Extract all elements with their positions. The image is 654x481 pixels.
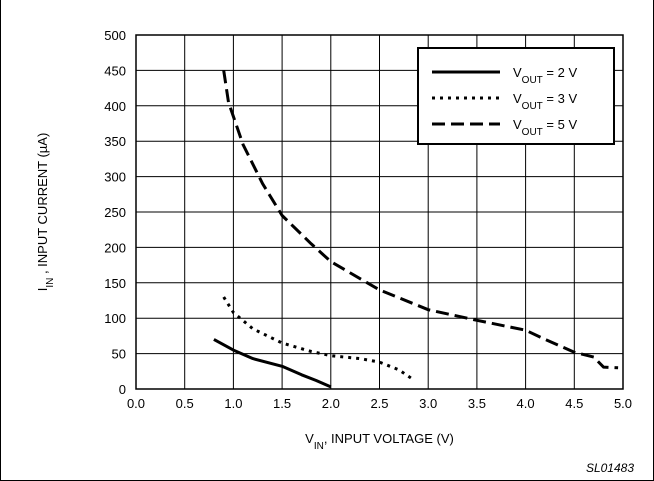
y-tick-label: 500 xyxy=(104,28,126,43)
x-tick-label: 1.0 xyxy=(224,396,242,411)
y-tick-label: 200 xyxy=(104,240,126,255)
y-tick-label: 350 xyxy=(104,134,126,149)
legend-box xyxy=(417,47,615,145)
series-line-1 xyxy=(213,338,332,389)
x-tick-label: 4.0 xyxy=(517,396,535,411)
legend-label-1: VOUT = 2 V xyxy=(513,65,577,86)
y-tick-label: 300 xyxy=(104,170,126,185)
y-tick-label: 250 xyxy=(104,205,126,220)
y-tick-label: 50 xyxy=(112,347,126,362)
legend-label-3: VOUT = 5 V xyxy=(513,117,577,138)
x-tick-label: 1.5 xyxy=(273,396,291,411)
x-tick-label: 5.0 xyxy=(614,396,632,411)
y-tick-label: 150 xyxy=(104,276,126,291)
x-tick-label: 2.0 xyxy=(322,396,340,411)
figure-id: SL01483 xyxy=(586,461,634,475)
x-tick-label: 3.0 xyxy=(419,396,437,411)
x-tick-label: 3.5 xyxy=(468,396,486,411)
x-tick-label: 0.5 xyxy=(176,396,194,411)
x-tick-label: 2.5 xyxy=(370,396,388,411)
x-tick-label: 0.0 xyxy=(127,396,145,411)
series-line-2 xyxy=(222,296,415,382)
y-tick-label: 0 xyxy=(119,382,126,397)
y-tick-label: 400 xyxy=(104,99,126,114)
plot-frame xyxy=(135,34,624,390)
legend-label-2: VOUT = 3 V xyxy=(513,91,577,112)
y-axis-title: IIN , INPUT CURRENT (µA) xyxy=(35,133,56,292)
y-tick-label: 450 xyxy=(104,63,126,78)
series-line-3 xyxy=(222,70,619,370)
y-tick-label: 100 xyxy=(104,311,126,326)
x-axis-title: VIN, INPUT VOLTAGE (V) xyxy=(305,431,454,452)
x-tick-label: 4.5 xyxy=(565,396,583,411)
